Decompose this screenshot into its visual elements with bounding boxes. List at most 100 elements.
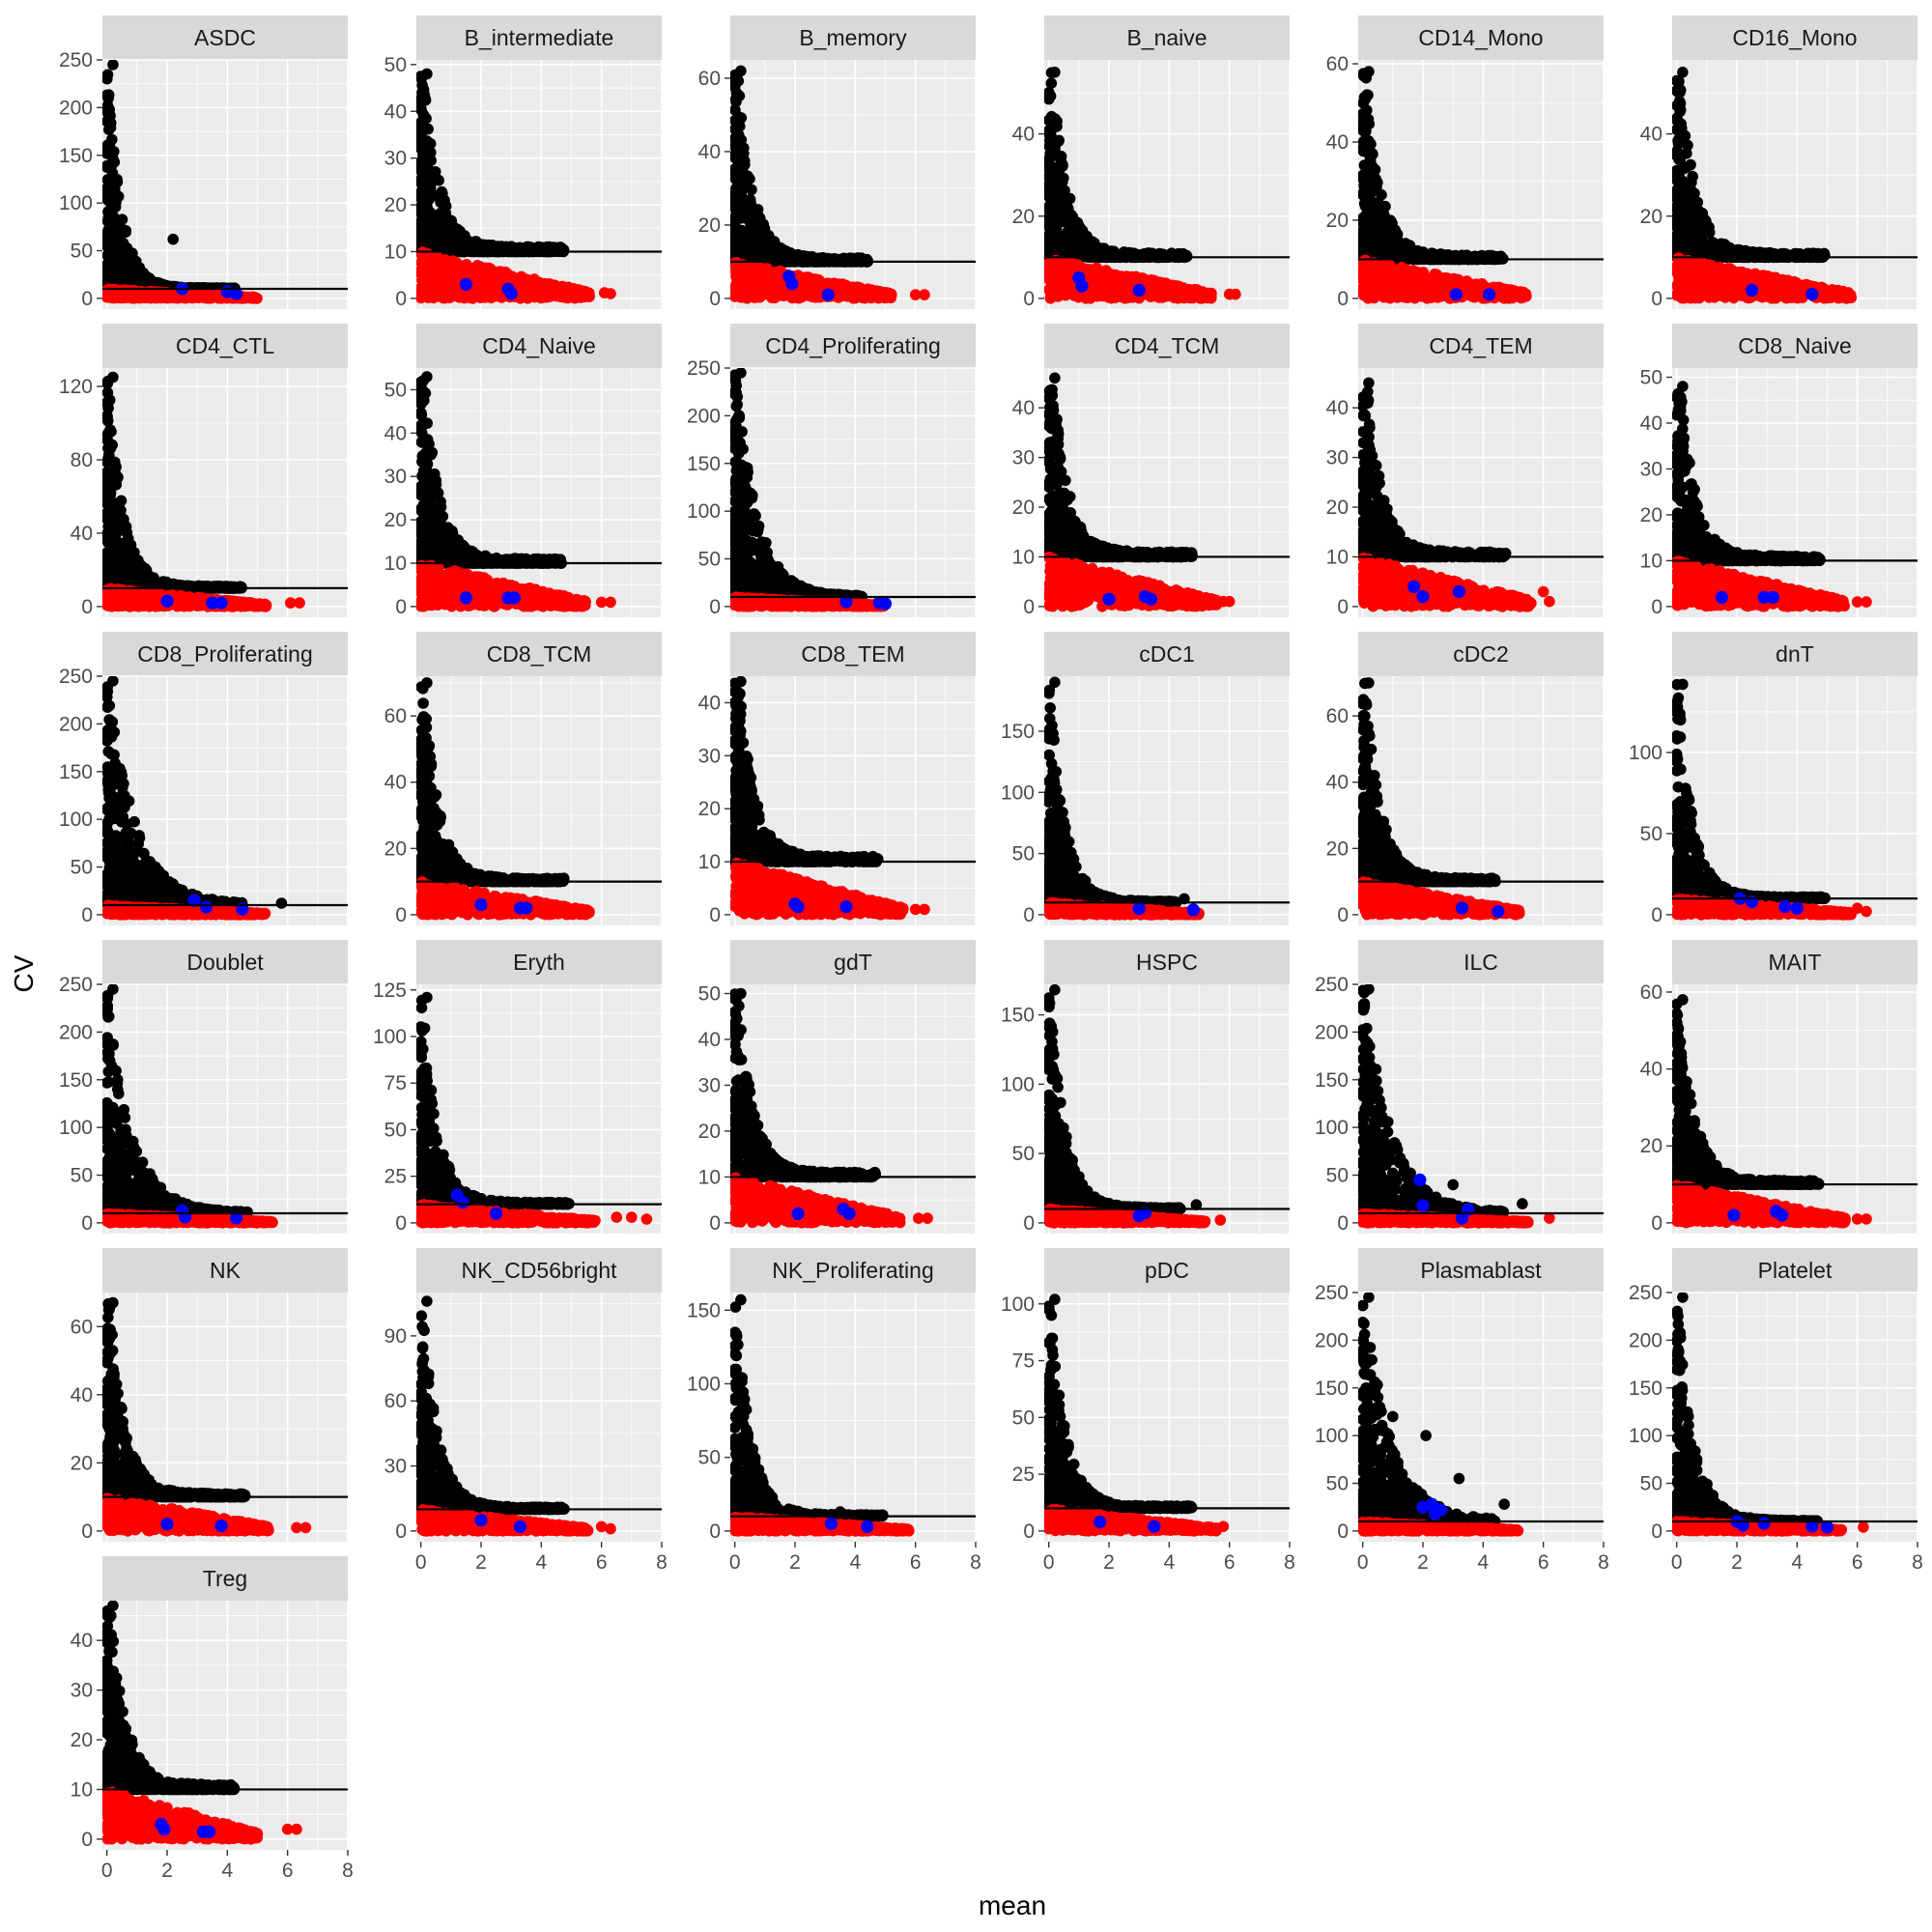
point-below-threshold xyxy=(551,290,563,302)
point-below-threshold xyxy=(565,289,577,300)
facet-panels: ASDC050100150200250B_intermediate0102030… xyxy=(59,15,1923,1882)
y-tick-label: 40 xyxy=(1012,124,1035,146)
point-below-threshold xyxy=(151,291,163,303)
point-above-threshold xyxy=(1048,138,1061,151)
point-above-threshold xyxy=(421,135,433,147)
point-below-threshold xyxy=(1054,287,1066,299)
point-below-threshold xyxy=(540,288,553,299)
point-above-threshold xyxy=(418,197,431,209)
point-above-threshold xyxy=(102,233,114,245)
point-above-threshold xyxy=(1045,77,1058,89)
point-above-threshold xyxy=(419,225,432,237)
point-above-threshold xyxy=(733,200,745,213)
point-above-threshold xyxy=(1076,225,1089,237)
point-above-threshold xyxy=(102,72,113,85)
point-above-threshold xyxy=(120,225,132,237)
y-tick-label: 0 xyxy=(709,288,721,310)
point-below-threshold xyxy=(137,292,149,303)
point-below-threshold xyxy=(732,281,744,294)
point-above-threshold xyxy=(1049,67,1061,78)
point-below-threshold xyxy=(416,268,427,280)
point-above-threshold xyxy=(750,216,761,228)
point-above-threshold xyxy=(748,250,760,263)
point-above-threshold xyxy=(423,212,435,223)
point-above-threshold xyxy=(1157,248,1170,261)
point-below-threshold xyxy=(755,277,768,290)
point-below-threshold xyxy=(444,279,457,292)
point-above-threshold xyxy=(1087,245,1098,258)
point-highlighted xyxy=(504,287,518,300)
point-above-threshold xyxy=(1044,188,1056,201)
facet-title: B_intermediate xyxy=(465,25,614,50)
point-above-threshold xyxy=(744,193,756,206)
point-below-threshold xyxy=(201,292,213,304)
point-above-threshold xyxy=(106,133,118,146)
facet-strip xyxy=(730,15,976,60)
point-highlighted xyxy=(230,287,243,300)
point-above-threshold xyxy=(737,143,750,155)
point-below-threshold xyxy=(530,291,542,303)
point-above-threshold xyxy=(111,192,123,205)
point-above-threshold xyxy=(102,89,115,100)
facet-strip xyxy=(102,15,348,60)
point-above-threshold xyxy=(106,251,119,264)
point-above-threshold xyxy=(780,247,792,259)
point-above-threshold xyxy=(730,152,742,164)
point-above-threshold xyxy=(167,233,179,245)
point-above-threshold xyxy=(421,68,433,80)
point-below-threshold xyxy=(210,291,222,302)
point-above-threshold xyxy=(103,124,115,135)
point-above-threshold xyxy=(107,60,119,71)
point-above-threshold xyxy=(733,90,746,102)
point-below-threshold xyxy=(1072,291,1085,303)
point-above-threshold xyxy=(730,81,741,93)
point-below-threshold xyxy=(771,272,783,285)
point-below-threshold xyxy=(185,289,198,301)
point-below-threshold xyxy=(1162,284,1175,296)
point-below-threshold xyxy=(919,289,930,300)
point-below-threshold xyxy=(875,291,887,303)
y-tick-label: 20 xyxy=(698,214,721,237)
point-below-threshold xyxy=(474,290,486,302)
point-above-threshold xyxy=(426,172,439,185)
y-tick-label: 0 xyxy=(395,288,407,310)
point-below-threshold xyxy=(1090,277,1101,290)
facet-title: CD14_Mono xyxy=(1418,25,1543,50)
point-above-threshold xyxy=(113,274,126,287)
point-above-threshold xyxy=(470,236,483,248)
point-above-threshold xyxy=(443,239,456,250)
point-below-threshold xyxy=(461,288,472,299)
point-above-threshold xyxy=(455,233,467,245)
point-above-threshold xyxy=(416,103,427,115)
y-tick-label: 250 xyxy=(59,49,93,71)
point-above-threshold xyxy=(416,79,428,91)
point-below-threshold xyxy=(420,284,432,296)
point-above-threshold xyxy=(1059,207,1071,219)
point-below-threshold xyxy=(1115,271,1126,283)
point-below-threshold xyxy=(605,288,616,299)
point-above-threshold xyxy=(1044,90,1057,102)
point-above-threshold xyxy=(122,254,133,267)
y-tick-label: 50 xyxy=(384,54,407,76)
y-tick-label: 0 xyxy=(81,288,93,310)
point-above-threshold xyxy=(740,208,752,220)
point-above-threshold xyxy=(1086,236,1098,247)
point-below-threshold xyxy=(1230,288,1241,300)
y-tick-label: 40 xyxy=(384,100,407,123)
point-above-threshold xyxy=(128,266,139,277)
point-below-threshold xyxy=(1149,281,1161,293)
point-below-threshold xyxy=(491,273,503,286)
y-tick-label: 150 xyxy=(59,145,93,167)
point-above-threshold xyxy=(435,196,446,209)
point-above-threshold xyxy=(823,253,835,266)
point-below-threshold xyxy=(848,285,860,297)
point-below-threshold xyxy=(126,289,138,301)
point-highlighted xyxy=(785,277,799,291)
point-above-threshold xyxy=(102,99,114,112)
point-above-threshold xyxy=(422,123,434,135)
point-above-threshold xyxy=(436,218,448,231)
point-below-threshold xyxy=(1044,267,1055,279)
y-tick-label: 60 xyxy=(698,68,721,90)
